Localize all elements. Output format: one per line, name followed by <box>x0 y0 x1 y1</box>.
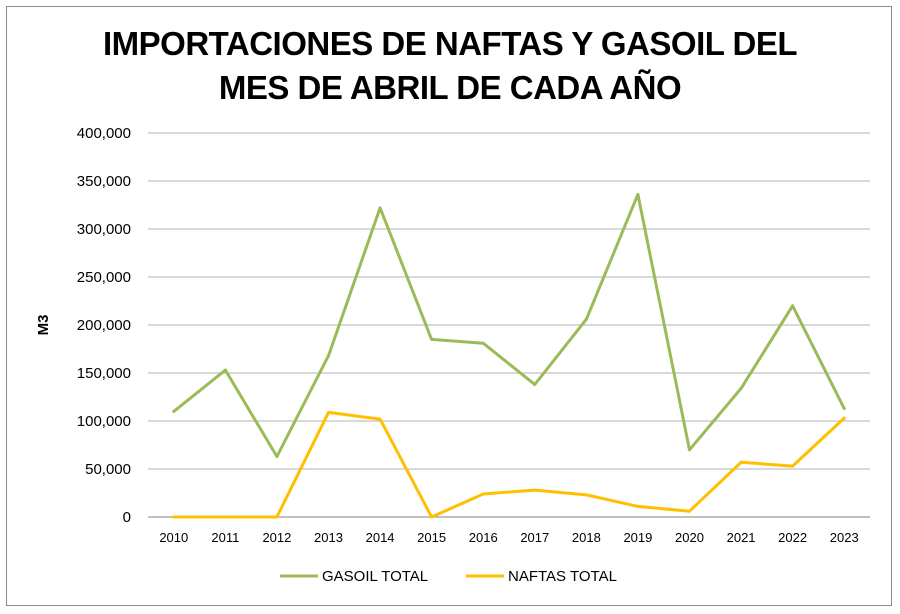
y-tick-label: 100,000 <box>77 413 131 430</box>
data-point <box>378 417 382 421</box>
series-line-naftas-total <box>172 410 846 519</box>
x-tick-label: 2019 <box>623 530 652 545</box>
data-point <box>584 493 588 497</box>
chart-title-line-1: IMPORTACIONES DE NAFTAS Y GASOIL DEL <box>102 25 798 62</box>
y-tick-label: 150,000 <box>77 365 131 382</box>
data-point <box>481 492 485 496</box>
data-point <box>378 206 382 210</box>
y-tick-label: 200,000 <box>77 317 131 334</box>
y-tick-label: 250,000 <box>77 269 131 286</box>
data-point <box>842 416 846 420</box>
data-point <box>739 460 743 464</box>
x-tick-label: 2013 <box>314 530 343 545</box>
data-point <box>584 317 588 321</box>
data-point <box>275 515 279 519</box>
data-point <box>430 337 434 341</box>
x-tick-label: 2015 <box>417 530 446 545</box>
data-point <box>223 368 227 372</box>
data-point <box>739 386 743 390</box>
chart-title-line-2: MES DE ABRIL DE CADA AÑO <box>218 69 682 106</box>
x-tick-label: 2012 <box>262 530 291 545</box>
x-tick-label: 2020 <box>675 530 704 545</box>
x-tick-label: 2023 <box>830 530 859 545</box>
chart-frame <box>6 6 892 606</box>
y-tick-label: 350,000 <box>77 173 131 190</box>
data-point <box>688 509 691 513</box>
data-point <box>327 354 330 358</box>
x-tick-label: 2016 <box>469 530 498 545</box>
data-point <box>172 515 176 519</box>
data-point <box>430 515 434 519</box>
data-point <box>533 488 537 492</box>
y-tick-label: 300,000 <box>77 221 131 238</box>
data-point <box>327 410 330 414</box>
x-tick-label: 2022 <box>778 530 807 545</box>
series-line-gasoil-total <box>172 192 846 458</box>
data-point <box>791 464 795 468</box>
y-axis-label: M3 <box>35 315 52 336</box>
data-point <box>223 515 227 519</box>
y-tick-label: 50,000 <box>85 461 131 478</box>
data-point <box>636 192 640 196</box>
chart-title: IMPORTACIONES DE NAFTAS Y GASOIL DEL MES… <box>0 22 900 110</box>
legend-label: GASOIL TOTAL <box>322 568 428 585</box>
y-tick-label: 400,000 <box>77 125 131 142</box>
data-point <box>275 455 279 459</box>
y-tick-label: 0 <box>123 509 131 526</box>
data-point <box>481 341 485 345</box>
data-point <box>791 304 795 308</box>
x-tick-label: 2011 <box>211 530 239 545</box>
data-point <box>172 409 176 413</box>
x-tick-label: 2010 <box>159 530 188 545</box>
data-point <box>533 383 537 387</box>
x-tick-label: 2021 <box>727 530 756 545</box>
data-point <box>636 504 640 508</box>
data-point <box>688 448 691 452</box>
data-point <box>842 407 846 411</box>
x-tick-label: 2018 <box>572 530 601 545</box>
x-tick-label: 2014 <box>366 530 395 545</box>
legend-label: NAFTAS TOTAL <box>508 568 617 585</box>
x-tick-label: 2017 <box>520 530 549 545</box>
